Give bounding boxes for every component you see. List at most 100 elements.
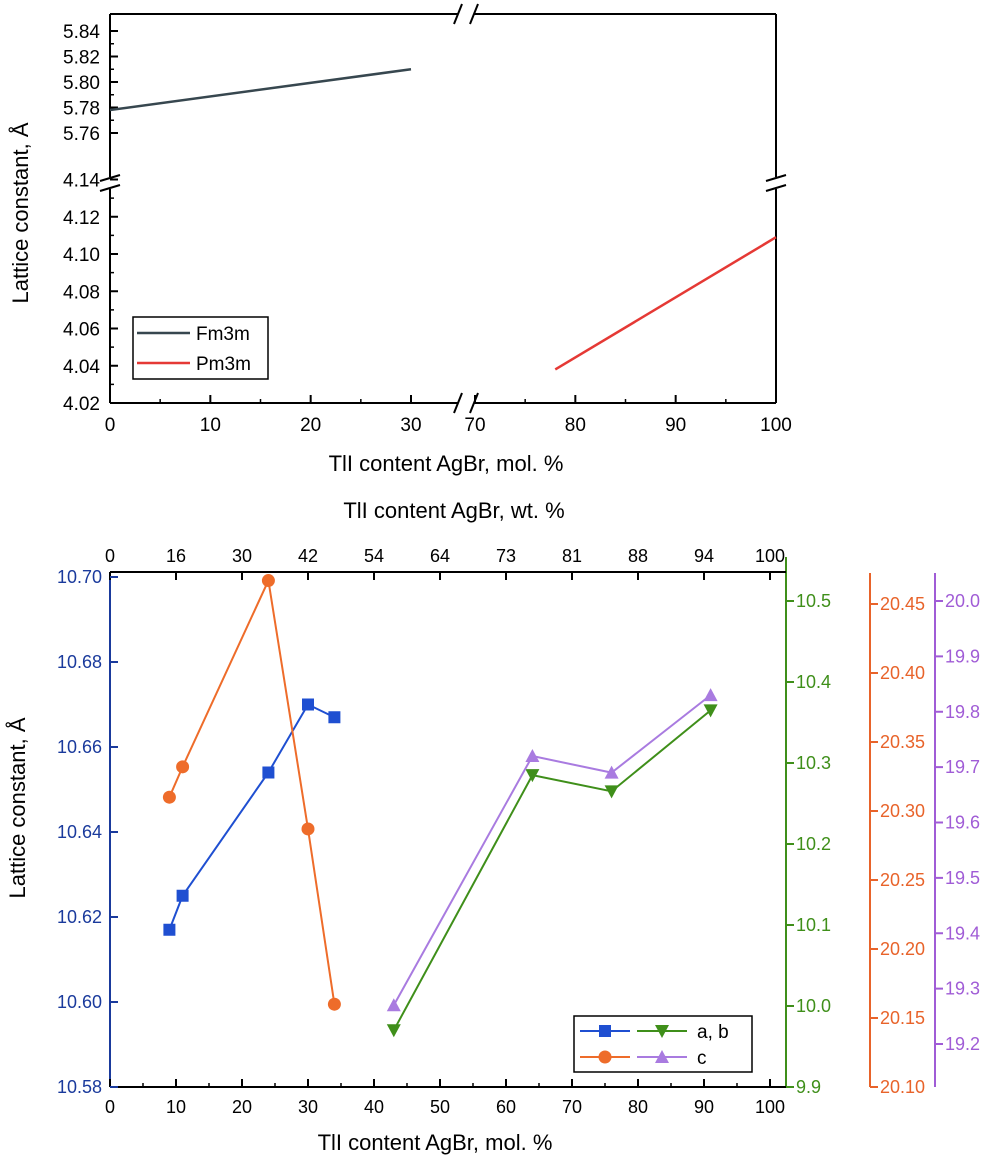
bottom-x2-tick-label: 81 [562, 546, 582, 566]
bottom-y-axis-label: Lattice constant, Å [5, 717, 30, 898]
bottom-purple-tick-label: 19.8 [945, 702, 980, 722]
top-y-tick-label: 4.14 [63, 171, 100, 192]
bottom-x2-tick-label: 100 [755, 546, 785, 566]
top-y-tick-label: 4.06 [63, 320, 100, 341]
bottom-series-line-blue-a [168, 703, 335, 931]
bottom-purple-tick-label: 19.2 [945, 1034, 980, 1054]
bottom-left-tick-label: 10.70 [57, 567, 102, 587]
top-y-tick-label: 4.10 [63, 245, 100, 266]
top-x-tick-label: 0 [105, 415, 116, 436]
top-series-line-pm3m [554, 236, 777, 371]
bottom-left-tick-label: 10.66 [57, 737, 102, 757]
bottom-purple-tick-label: 19.5 [945, 868, 980, 888]
bottom-x2-tick-label: 73 [496, 546, 516, 566]
top-y-tick-label: 4.02 [63, 394, 100, 415]
top-y-tick-label: 4.08 [63, 282, 100, 303]
bottom-point-blue-a [163, 923, 176, 936]
bottom-green-tick-label: 9.9 [796, 1077, 821, 1097]
bottom-purple-tick-label: 19.3 [945, 979, 980, 999]
top-y-break-mark [99, 174, 121, 182]
top-legend-box [132, 316, 269, 380]
bottom-x2-tick-label: 64 [430, 546, 450, 566]
bottom-orange-tick-label: 20.35 [880, 732, 925, 752]
bottom-purple-tick-label: 19.4 [945, 923, 980, 943]
bottom-left-tick-label: 10.60 [57, 992, 102, 1012]
bottom-legend-swatch-marker [599, 1025, 611, 1037]
bottom-x2-tick-label: 16 [166, 546, 186, 566]
bottom-x2-tick-label: 0 [105, 546, 115, 566]
bottom-x2-tick-label: 42 [298, 546, 318, 566]
bottom-point-green-a [386, 1024, 401, 1038]
bottom-x-tick-label: 0 [105, 1097, 115, 1117]
top-x-tick-label: 90 [665, 415, 686, 436]
bottom-legend-swatch-marker [655, 1025, 669, 1038]
bottom-point-orange-c [327, 997, 341, 1011]
bottom-x-tick-label: 90 [694, 1097, 714, 1117]
bottom-legend-swatch-marker [655, 1050, 669, 1063]
bottom-x-tick-label: 100 [755, 1097, 785, 1117]
bottom-orange-tick-label: 20.30 [880, 801, 925, 821]
bottom-left-tick-label: 10.62 [57, 907, 102, 927]
top-legend: Fm3m Pm3m [132, 316, 269, 380]
top-x-tick-label: 100 [760, 415, 792, 436]
bottom-x2-axis-label: TlI content AgBr, wt. % [343, 498, 564, 523]
top-y-tick-label: 5.84 [63, 22, 100, 43]
top-y-tick-label: 5.76 [63, 124, 100, 145]
top-x-tick-label: 10 [200, 415, 221, 436]
bottom-orange-tick-label: 20.20 [880, 939, 925, 959]
top-y-tick-label: 5.82 [63, 48, 100, 69]
top-x-axis-label: TlI content AgBr, mol. % [329, 451, 564, 476]
top-x-tick-label: 30 [400, 415, 421, 436]
bottom-purple-tick-label: 20.0 [945, 591, 980, 611]
bottom-point-green-a [525, 769, 540, 783]
bottom-point-green-a [703, 704, 718, 718]
bottom-x-tick-label: 70 [562, 1097, 582, 1117]
bottom-purple-tick-label: 19.6 [945, 813, 980, 833]
top-x-break-mark [469, 3, 479, 25]
top-legend-label: Fm3m [196, 324, 250, 345]
top-x-tick-label: 20 [300, 415, 321, 436]
bottom-point-orange-c [162, 790, 176, 804]
bottom-point-purple-c [703, 688, 718, 702]
top-x-tick-label: 80 [565, 415, 586, 436]
bottom-point-orange-c [176, 760, 190, 774]
bottom-point-blue-a [328, 711, 341, 724]
bottom-x-tick-label: 20 [232, 1097, 252, 1117]
bottom-x2-tick-label: 94 [694, 546, 714, 566]
bottom-x-tick-label: 60 [496, 1097, 516, 1117]
top-legend-label: Pm3m [196, 354, 251, 375]
top-x-tick-label: 70 [464, 415, 485, 436]
top-y-axis-label: Lattice constant, Å [8, 122, 33, 303]
bottom-x-tick-label: 40 [364, 1097, 384, 1117]
bottom-x-axis-label: TlI content AgBr, mol. % [318, 1130, 553, 1155]
bottom-purple-tick-label: 19.9 [945, 646, 980, 666]
top-series-line-fm3m [109, 68, 412, 112]
bottom-point-purple-c [386, 998, 401, 1012]
bottom-purple-tick-label: 19.7 [945, 757, 980, 777]
bottom-point-blue-a [262, 766, 275, 779]
bottom-green-tick-label: 10.2 [796, 834, 831, 854]
top-y-break-mark [765, 184, 787, 192]
bottom-green-tick-label: 10.4 [796, 672, 831, 692]
bottom-orange-tick-label: 20.45 [880, 594, 925, 614]
bottom-legend-label: a, b [697, 1022, 729, 1043]
top-y-tick-label: 4.04 [63, 357, 100, 378]
bottom-legend-swatch-marker [598, 1050, 612, 1064]
bottom-orange-tick-label: 20.25 [880, 870, 925, 890]
bottom-point-orange-c [301, 822, 315, 836]
bottom-left-tick-label: 10.64 [57, 822, 102, 842]
top-y-tick-label: 4.12 [63, 208, 100, 229]
bottom-green-tick-label: 10.3 [796, 753, 831, 773]
top-y-tick-label: 5.80 [63, 73, 100, 94]
bottom-x-tick-label: 50 [430, 1097, 450, 1117]
bottom-left-tick-label: 10.58 [57, 1077, 102, 1097]
bottom-green-tick-label: 10.1 [796, 915, 831, 935]
top-y-break-mark [765, 174, 787, 182]
bottom-orange-tick-label: 20.40 [880, 663, 925, 683]
bottom-point-blue-a [176, 889, 189, 902]
bottom-left-tick-label: 10.68 [57, 652, 102, 672]
bottom-green-tick-label: 10.5 [796, 591, 831, 611]
bottom-point-purple-c [525, 749, 540, 763]
top-chart: Lattice constant, Å TlI content AgBr, mo… [8, 3, 792, 476]
